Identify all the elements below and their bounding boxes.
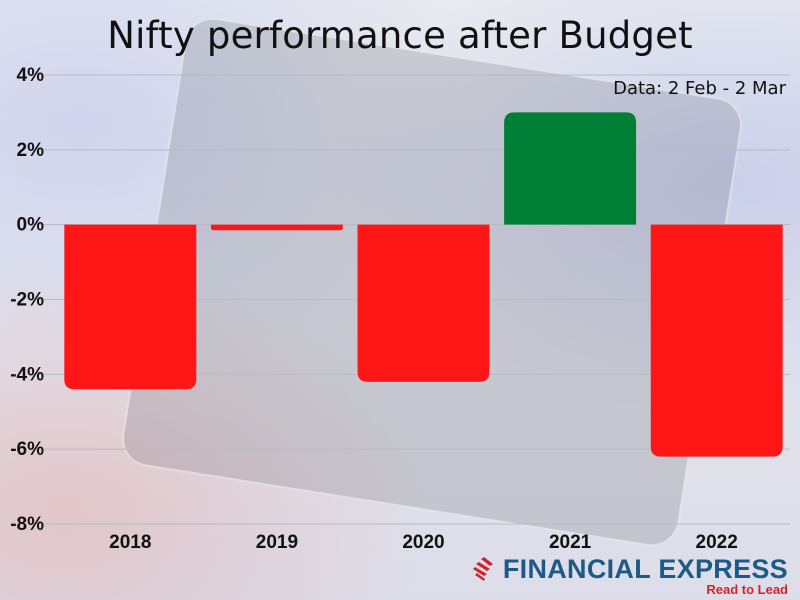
logo-text: FINANCIAL EXPRESS xyxy=(502,554,788,584)
bar-2018 xyxy=(64,224,197,390)
logo-tagline: Read to Lead xyxy=(706,582,788,597)
x-tick-label: 2021 xyxy=(549,532,592,553)
y-axis-ticks: 4% 2% 0% -2% -4% -6% -8% xyxy=(10,65,44,535)
x-axis-ticks: 2018 2019 2020 2021 2022 xyxy=(109,532,738,553)
y-tick-label: -2% xyxy=(10,290,44,311)
y-tick-label: -4% xyxy=(10,364,44,385)
bars xyxy=(64,112,783,457)
x-tick-label: 2018 xyxy=(109,532,151,553)
financial-express-logo: FINANCIAL EXPRESS Read to Lead xyxy=(471,555,788,597)
chart-title: Nifty performance after Budget xyxy=(107,14,693,57)
y-tick-label: 0% xyxy=(17,215,45,236)
x-tick-label: 2019 xyxy=(256,532,298,553)
x-tick-label: 2020 xyxy=(402,532,444,553)
bar-2020 xyxy=(357,224,490,382)
bar-2021 xyxy=(504,112,637,225)
y-tick-label: -8% xyxy=(10,514,44,535)
bar-2022 xyxy=(650,224,783,457)
y-tick-label: -6% xyxy=(10,439,44,460)
x-tick-label: 2022 xyxy=(696,532,738,553)
fe-stripes-icon xyxy=(472,557,493,581)
y-tick-label: 4% xyxy=(17,65,45,86)
y-tick-label: 2% xyxy=(17,140,45,161)
chart-subtitle: Data: 2 Feb - 2 Mar xyxy=(613,78,786,99)
bar-2019 xyxy=(210,224,343,231)
